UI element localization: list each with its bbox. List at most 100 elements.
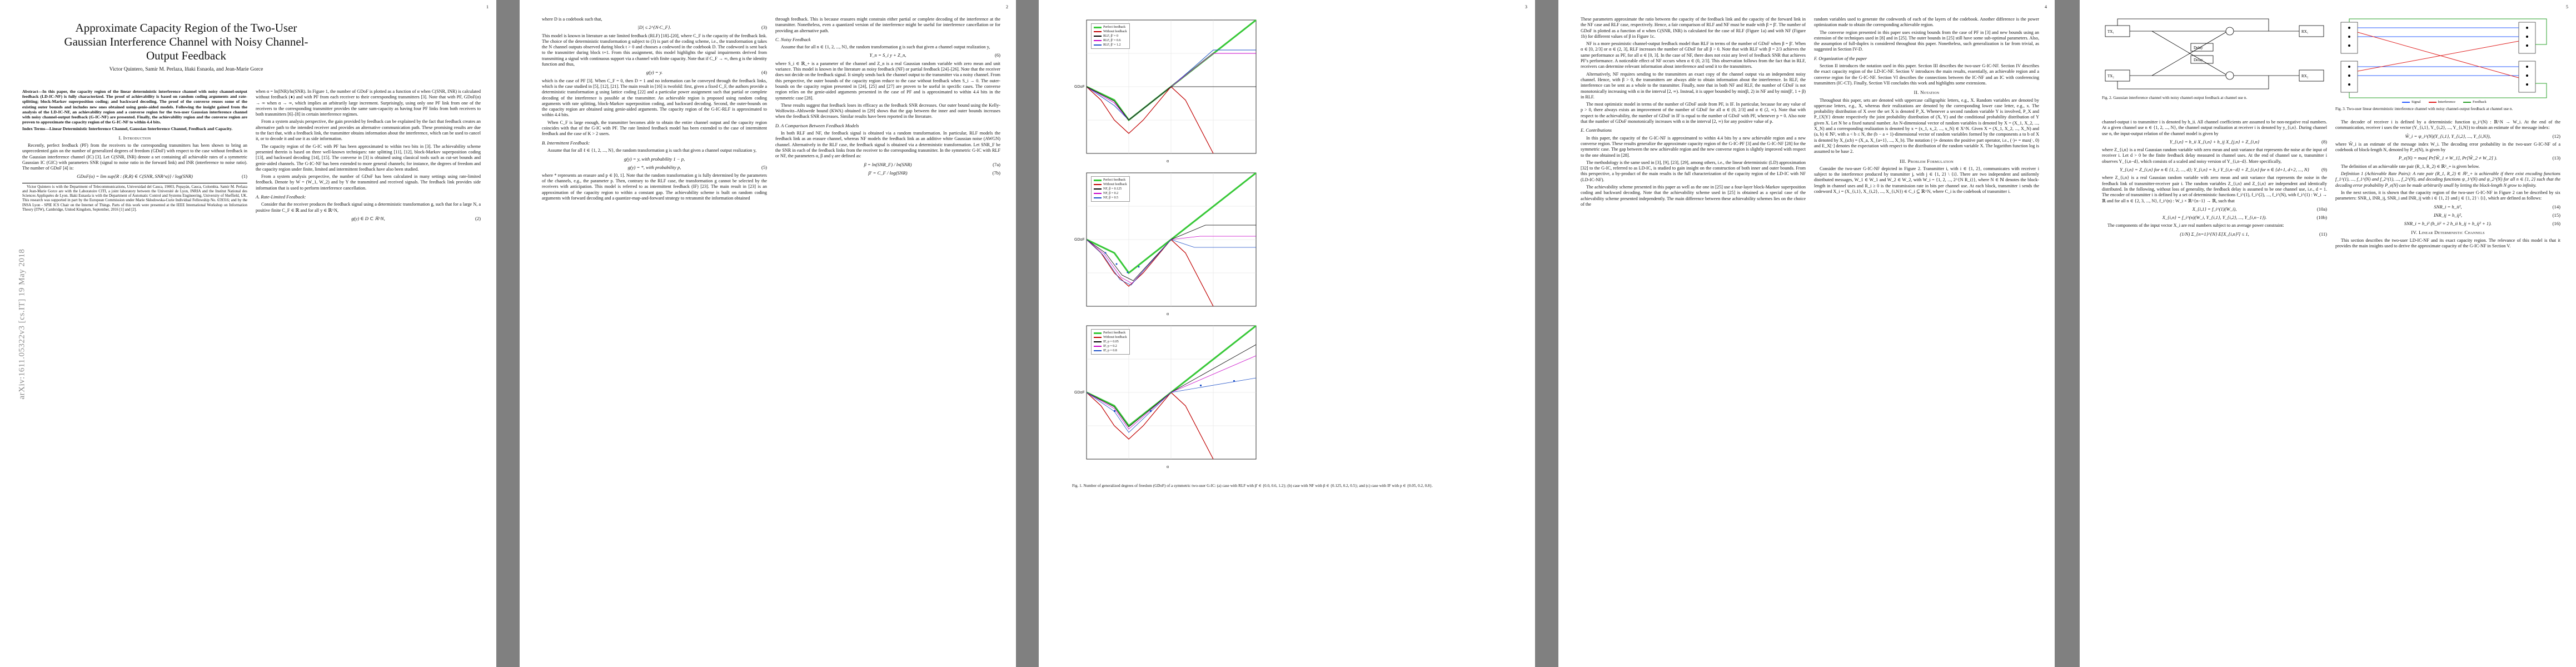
column-right: when α = ln(INR)/ln(SNR). In Figure 1, t…: [256, 89, 481, 224]
paragraph: where D is a codebook such that,: [542, 17, 602, 22]
equation: SNR_i = h_i² (h_ii² + 2 h_ii h_ij + h_ij…: [2404, 221, 2560, 227]
svg-text:Delay: Delay: [2194, 46, 2203, 50]
column-left: Abstract—In this paper, the capacity reg…: [22, 89, 247, 213]
page-4: 4 These parameters approximate the ratio…: [1558, 0, 2055, 667]
page-number: 3: [1525, 4, 1527, 9]
page-number: 1: [486, 4, 489, 9]
paper-title: Approximate Capacity Region of the Two-U…: [64, 21, 308, 62]
figure-caption: Fig. 1. Number of generalized degrees of…: [1072, 484, 1433, 488]
column-right: The decoder of receiver i is defined by …: [2335, 120, 2560, 251]
paragraph: channel-output i to transmitter i is den…: [2102, 120, 2327, 136]
paragraph: Throughout this paper, sets are denoted …: [1814, 97, 2039, 155]
equation: β = ln(SNR_F) / ln(SNR) (7a): [864, 161, 1001, 167]
equation: Y_{i,n} = Z_{i,n} for n ∈ {1, 2, ..., d}…: [2120, 167, 2327, 173]
svg-text:α: α: [1167, 465, 1169, 469]
svg-text:α: α: [1167, 160, 1169, 163]
subsection-heading: D. A Comparison Between Feedback Models: [775, 123, 859, 128]
paragraph: where Ŵ_i is an estimate of the message …: [2335, 141, 2560, 153]
paragraph: Section II introduces the notation used …: [1814, 63, 2039, 86]
paragraph: This model is known in literature as rat…: [542, 33, 767, 67]
paragraph: Assume that for all ℓ ∈ {1, 2, ..., N}, …: [547, 147, 757, 153]
equation: β' = C_F / log(SNR) (7b): [868, 170, 1000, 176]
index-terms: Index Terms—Linear Deterministic Interfe…: [22, 126, 233, 132]
equation: Y_{i,n} = h_ii X_{i,n} + h_ij X_{j,n} + …: [2169, 138, 2327, 145]
svg-text:RX₁: RX₁: [2301, 29, 2308, 34]
column-left: where D is a codebook such that, |D| ≤ 2…: [542, 17, 767, 203]
figure-caption: Fig. 3. Two-user linear deterministic in…: [2335, 107, 2513, 111]
paragraph: The most optimistic model in terms of th…: [1581, 102, 1806, 125]
paragraph: when α = ln(INR)/ln(SNR). In Figure 1, t…: [256, 89, 481, 117]
chart-legend: Perfect feedback Without feedback IF, p …: [1091, 329, 1130, 355]
paragraph: In both RLF and NF, the feedback signal …: [775, 131, 1000, 159]
paragraph: These results suggest that feedback lose…: [775, 102, 1000, 120]
footnote: Victor Quintero is with the Department o…: [22, 182, 247, 212]
page-number: 4: [2045, 4, 2047, 9]
paragraph: The capacity region of the G-IC with PF …: [256, 143, 481, 172]
page-number: 2: [1006, 4, 1008, 9]
paragraph: Alternatively, NF requires sending to th…: [1581, 71, 1806, 99]
paragraph: where S_i ∈ ℝ_+ is a parameter of the ch…: [775, 61, 1000, 101]
svg-text:GDoF: GDoF: [1074, 85, 1085, 89]
page-5: 5 TX₁ TX₂ RX₁ RX₂ Delay Delay Fig. 2. Gauss…: [2080, 0, 2576, 667]
equation: P_e(N) = max( Pr[Ŵ_1 ≠ W_1], Pr[Ŵ_2 ≠ W_…: [2398, 155, 2560, 161]
paragraph: From a system analysis perspective, the …: [256, 174, 481, 191]
section-heading: I. Introduction: [118, 135, 151, 141]
paragraph: The decoder of receiver i is defined by …: [2335, 120, 2560, 131]
paragraph: The converse region presented in this pa…: [1814, 29, 2039, 52]
arxiv-stamp: arXiv:1611.05322v3 [cs.IT] 19 May 2018: [17, 248, 27, 400]
svg-text:Delay: Delay: [2194, 58, 2203, 62]
paragraph: This section describes the two-user LD-I…: [2335, 237, 2560, 249]
gdof-chart-rlf: GDoF α Perfect feedback Without feedback…: [1072, 17, 1261, 167]
svg-text:TX₁: TX₁: [2107, 29, 2114, 34]
subsection-heading: E. Contributions: [1581, 128, 1612, 133]
paragraph: which is the case of PF [3]. When C_F = …: [542, 78, 767, 118]
subsection-heading: F. Organization of the paper: [1814, 56, 1867, 61]
page-number: 5: [2566, 4, 2568, 9]
paragraph: The components of the input vector X_i a…: [2107, 223, 2284, 228]
equation: |D| ≤ 2^{N·C_F}. (3): [637, 24, 767, 31]
paragraph: Assume that for all n ∈ {1, 2, ..., N}, …: [781, 44, 990, 50]
equation: Y_n = S_i y + Z_n, (6): [869, 52, 1000, 58]
paragraph: The methodology is the same used in [3],…: [1581, 160, 1806, 182]
equation: SNR_i = h_ii², (14): [2434, 203, 2560, 210]
column-left: These parameters approximate the ratio b…: [1581, 17, 1806, 209]
subsection-heading: C. Noisy Feedback: [775, 37, 811, 42]
section-heading: II. Notation: [1914, 89, 1940, 96]
paragraph: The definition of an achievable rate pai…: [2341, 163, 2480, 169]
section-heading: III. Problem Formulation: [1899, 158, 1954, 164]
paragraph: Recently, perfect feedback (PF) from the…: [22, 142, 247, 171]
column-left: channel-output i to transmitter i is den…: [2102, 120, 2327, 240]
equation: g(y) = y, with probability 1 − p, g(y) =…: [624, 156, 767, 170]
subsection-heading: A. Rate-Limited Feedback:: [256, 195, 306, 200]
svg-text:α: α: [1167, 312, 1169, 316]
paragraph: These parameters approximate the ratio b…: [1581, 17, 1806, 39]
equation: X_{i,1} = f_i^(1)(W_i), (10a): [2192, 206, 2327, 212]
equation: g(y) ∈ D ⊂ ℝ^N, (2): [351, 215, 481, 221]
equation: g(y) = y. (4): [646, 69, 767, 76]
section-heading: IV. Linear Deterministic Channels: [2411, 230, 2485, 236]
paragraph: Consider the two-user G-IC-NF depicted i…: [1814, 166, 2039, 195]
equation: INR_ij = h_ij², (15): [2433, 212, 2560, 218]
figure-caption: Fig. 2. Gaussian interference channel wi…: [2102, 96, 2248, 100]
gdof-chart-nf: GDoF α Perfect feedback Without feedback…: [1072, 170, 1261, 320]
subsection-heading: B. Intermittent Feedback:: [542, 140, 590, 146]
abstract: Abstract—In this paper, the capacity reg…: [22, 89, 247, 125]
paragraph: Consider that the receiver produces the …: [256, 202, 481, 213]
paragraph: When C_F is large enough, the transmitte…: [542, 120, 767, 137]
column-right: through feedback. This is because erasur…: [775, 17, 1000, 178]
paragraph: In this paper, the capacity of the G-IC-…: [1581, 135, 1806, 158]
gic-nf-diagram: TX₁ TX₂ RX₁ RX₂ Delay Delay Fig. 2. Gaussia…: [2102, 17, 2327, 106]
page-2: 2 where D is a codebook such that, |D| ≤…: [520, 0, 1016, 667]
svg-text:RX₂: RX₂: [2301, 74, 2309, 78]
definition: Definition 1 (Achievable Rate Pairs): A …: [2335, 171, 2560, 188]
equation: X_{i,n} = f_i^(n)(W_i, Y_{i,1}, Y_{i,2},…: [2162, 215, 2327, 221]
gdof-chart-if: GDoF α Perfect feedback Without feedback…: [1072, 322, 1261, 472]
svg-text:TX₂: TX₂: [2107, 74, 2114, 78]
paragraph: through feedback. This is because erasur…: [775, 17, 1000, 33]
equation: GDoF(α) = lim sup{R : (R,R) ∈ C(SNR, SNR…: [77, 173, 247, 180]
svg-text:GDoF: GDoF: [1074, 238, 1085, 242]
diagram-legend: Signal Interference Feedback: [2402, 100, 2487, 104]
ld-ic-nf-diagram: Signal Interference Feedback Fig. 3. Two…: [2335, 17, 2560, 117]
paragraph: The achievability scheme presented in th…: [1581, 185, 1806, 207]
page-3: 3 GDoF α Perfect feedback Without feedba…: [1039, 0, 1535, 667]
